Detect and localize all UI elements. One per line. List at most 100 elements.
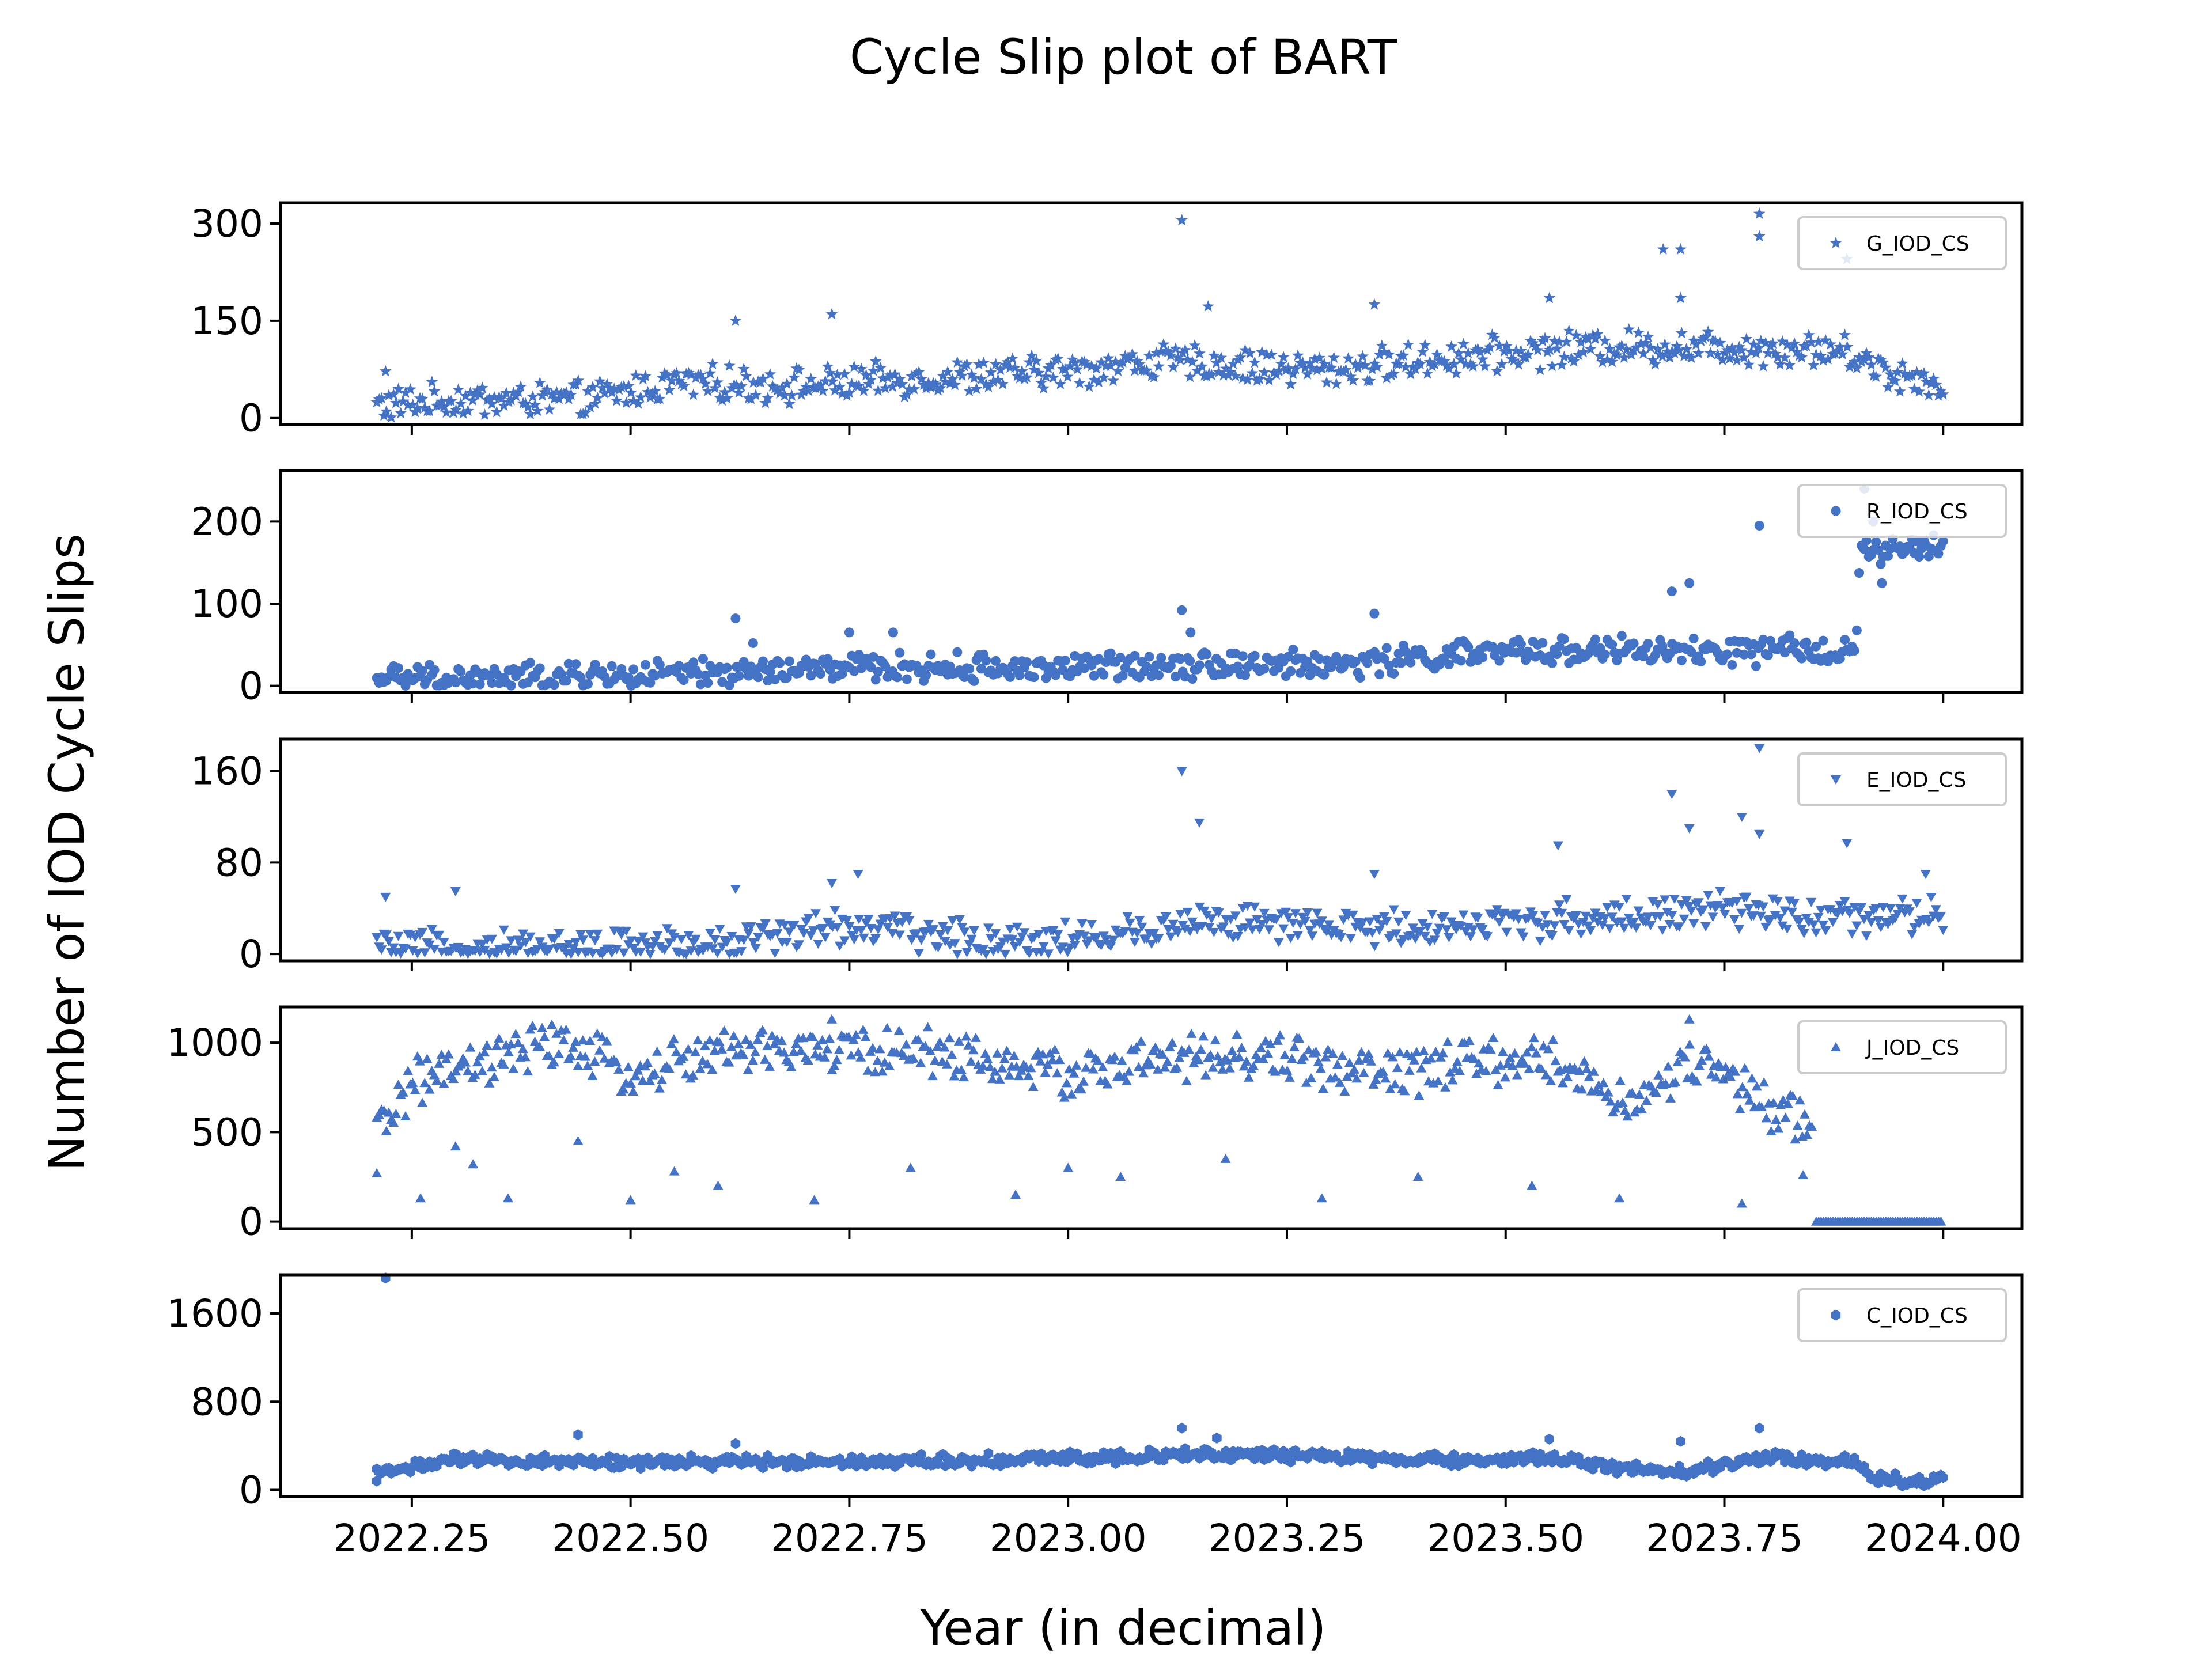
data-point [1335, 1077, 1346, 1087]
data-point [1225, 365, 1237, 377]
data-point [1537, 638, 1548, 648]
data-point [1367, 929, 1378, 938]
data-point [815, 669, 825, 679]
data-point-outlier [1736, 1198, 1747, 1208]
data-point [1658, 338, 1671, 350]
data-point [862, 1065, 873, 1075]
data-point [1678, 350, 1690, 362]
data-point [849, 935, 859, 945]
data-point [1488, 331, 1501, 343]
data-point [834, 941, 845, 951]
data-point [475, 679, 485, 690]
axes-frame [279, 1273, 2024, 1498]
data-point [488, 391, 501, 403]
data-point [1085, 1048, 1096, 1058]
data-point [1052, 930, 1063, 940]
data-point [607, 661, 617, 671]
data-point [384, 672, 394, 682]
data-point [865, 373, 877, 385]
data-point [1704, 347, 1717, 359]
data-point [1741, 892, 1752, 902]
data-point [1468, 1054, 1479, 1063]
data-point [1196, 922, 1207, 931]
data-point [1286, 1456, 1296, 1468]
data-point [1447, 1075, 1458, 1085]
data-point [1051, 670, 1061, 680]
data-point [961, 948, 972, 957]
data-point [966, 934, 977, 944]
data-point [1100, 359, 1112, 372]
data-point [1135, 1036, 1146, 1046]
data-point [774, 387, 786, 399]
data-point [892, 672, 903, 683]
data-point [383, 1107, 394, 1117]
data-point [1779, 647, 1790, 658]
data-point [1672, 1056, 1683, 1066]
data-point [1460, 358, 1472, 369]
data-point [579, 406, 592, 418]
data-point [1404, 368, 1417, 380]
data-point [1849, 646, 1859, 656]
data-point [1272, 365, 1285, 377]
data-point [1397, 349, 1410, 361]
data-point [1570, 329, 1582, 341]
data-point [1535, 937, 1546, 946]
data-point [1188, 1058, 1199, 1067]
data-point [1133, 358, 1146, 370]
data-point [1590, 908, 1601, 918]
data-point [535, 663, 545, 673]
data-point [1584, 1071, 1594, 1081]
data-point [1210, 357, 1222, 369]
data-point [724, 680, 734, 691]
data-point [1377, 1066, 1388, 1076]
data-point [1936, 911, 1946, 921]
data-point [422, 1054, 433, 1063]
data-point [654, 1083, 665, 1093]
data-point [1630, 341, 1642, 353]
data-point [465, 1042, 476, 1052]
data-point [1066, 1089, 1077, 1099]
data-point [1908, 382, 1921, 395]
data-point [704, 928, 715, 938]
data-point [1726, 342, 1738, 354]
data-point [1342, 1071, 1353, 1081]
data-point [1272, 1035, 1283, 1045]
data-point [1684, 1039, 1695, 1049]
data-point [381, 930, 392, 940]
data-point [1013, 1071, 1024, 1081]
data-point [1582, 333, 1594, 344]
data-point [1463, 923, 1474, 933]
data-point [722, 938, 733, 948]
data-point [1491, 905, 1502, 915]
data-point [1019, 928, 1030, 938]
data-point [1696, 657, 1706, 667]
data-point [692, 1035, 703, 1044]
data-point [539, 1032, 550, 1041]
data-point [1265, 1039, 1276, 1048]
data-point [965, 1056, 976, 1066]
data-point [1479, 360, 1491, 372]
data-point [554, 1048, 565, 1058]
data-point [813, 939, 824, 949]
data-point [1563, 324, 1575, 336]
data-point [397, 1087, 408, 1097]
data-point [1385, 1084, 1396, 1093]
data-point [1099, 669, 1109, 680]
data-point [1035, 376, 1047, 388]
data-point [508, 1063, 519, 1073]
data-point [1313, 351, 1326, 363]
data-point [1820, 926, 1831, 935]
data-point [1633, 326, 1645, 338]
data-point [1421, 367, 1434, 379]
data-point [1338, 915, 1349, 925]
data-point [1365, 917, 1376, 927]
data-point [918, 378, 930, 391]
data-point [1486, 1045, 1497, 1055]
data-point [872, 1055, 883, 1065]
data-point [1729, 915, 1740, 925]
data-point [1876, 923, 1887, 933]
data-point [1717, 903, 1728, 913]
data-point [1727, 660, 1737, 670]
data-point [621, 926, 632, 936]
data-point [1001, 355, 1014, 368]
